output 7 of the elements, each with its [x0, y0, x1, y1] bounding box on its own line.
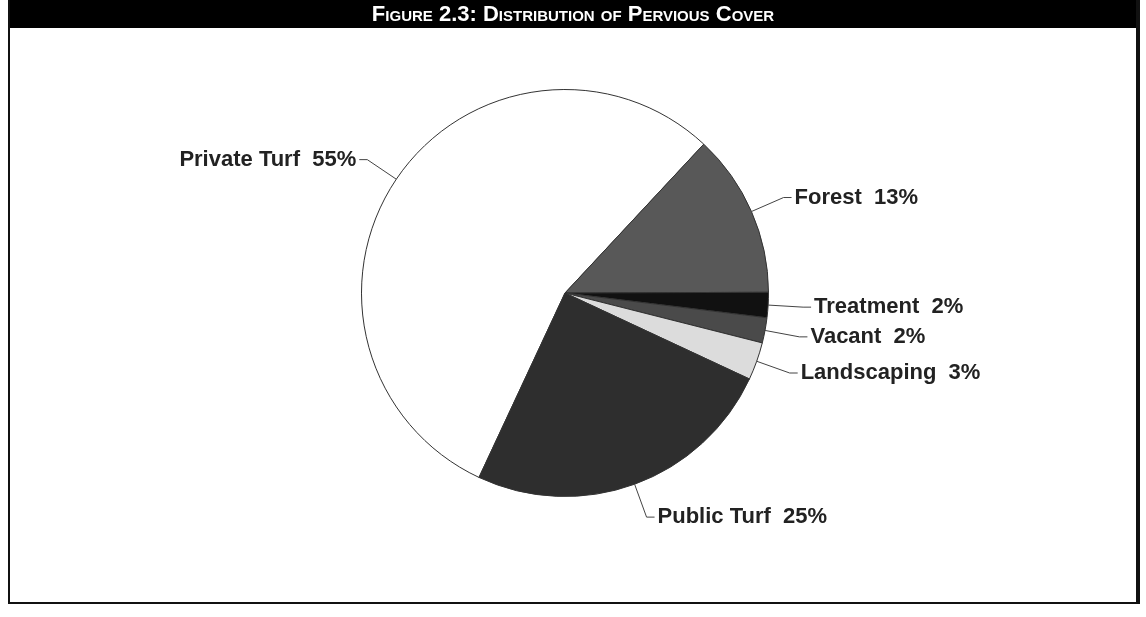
- slice-label: Landscaping 3%: [800, 359, 981, 385]
- slice-label: Private Turf 55%: [179, 145, 357, 171]
- slice-label: Public Turf 25%: [657, 503, 828, 529]
- slice-label: Treatment 2%: [814, 293, 964, 319]
- slice-label: Vacant 2%: [810, 322, 926, 348]
- chart-title: Figure 2.3: Distribution of Pervious Cover: [10, 0, 1136, 28]
- slice-label: Forest 13%: [794, 183, 919, 209]
